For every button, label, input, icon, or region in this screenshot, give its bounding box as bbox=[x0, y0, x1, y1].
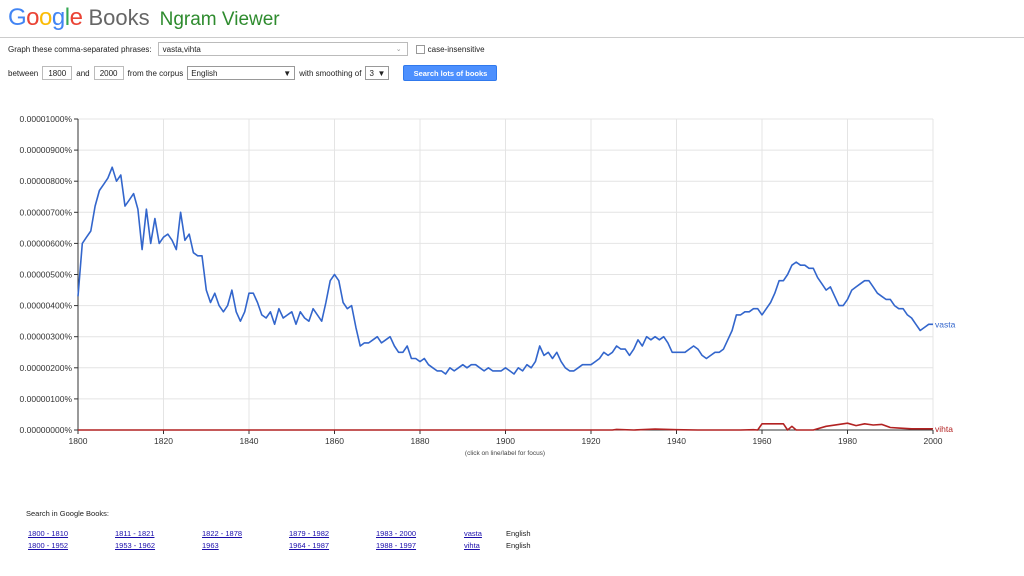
books-range-link[interactable]: 1800 - 1810 bbox=[28, 529, 69, 538]
x-tick-label: 1880 bbox=[411, 436, 430, 446]
chevron-down-icon[interactable]: ⌄ bbox=[395, 46, 402, 53]
start-year-input[interactable]: 1800 bbox=[42, 66, 73, 80]
y-tick-label: 0.00000000% bbox=[20, 425, 73, 435]
series-line-vasta[interactable] bbox=[77, 166, 933, 375]
x-tick-label: 1860 bbox=[325, 436, 344, 446]
x-tick-label: 1980 bbox=[838, 436, 857, 446]
phrase-link[interactable]: vasta bbox=[464, 529, 482, 538]
logo-letter: o bbox=[39, 4, 52, 31]
phrase-row: Graph these comma-separated phrases: vas… bbox=[8, 40, 485, 58]
books-label: Books bbox=[88, 5, 150, 30]
ngram-chart[interactable]: 1800 1820 1840 1860 1880 1900 1920 1940 1960 1980… bbox=[0, 100, 1024, 450]
smoothing-label: with smoothing of bbox=[299, 68, 362, 78]
smoothing-select[interactable]: 3 ▼ bbox=[365, 66, 390, 80]
books-range-link[interactable]: 1811 - 1821 bbox=[115, 529, 155, 538]
y-tick-label: 0.00000600% bbox=[20, 238, 73, 248]
logo-letter: e bbox=[69, 4, 83, 31]
and-label: and bbox=[76, 68, 90, 78]
search-in-books-label: Search in Google Books: bbox=[26, 509, 109, 518]
case-insensitive-label: case-insensitive bbox=[427, 44, 485, 54]
books-range-link[interactable]: 1953 - 1962 bbox=[115, 541, 156, 550]
corpus-text: English bbox=[506, 541, 531, 550]
phrases-value: vasta,vihta bbox=[162, 44, 201, 54]
between-label: between bbox=[8, 68, 39, 78]
y-tick-label: 0.00000500% bbox=[20, 270, 73, 280]
y-tick-label: 0.00000200% bbox=[20, 363, 73, 373]
x-tick-label: 1960 bbox=[753, 436, 772, 446]
x-tick-label: 1840 bbox=[240, 436, 259, 446]
header: Google Books Ngram Viewer bbox=[8, 4, 280, 36]
search-button[interactable]: Search lots of books bbox=[403, 65, 498, 81]
phrases-input[interactable]: vasta,vihta ⌄ bbox=[157, 42, 408, 56]
series-line-vihta[interactable] bbox=[78, 422, 933, 431]
series-label-vihta[interactable]: vihta bbox=[935, 424, 953, 434]
y-tick-label: 0.00000900% bbox=[20, 145, 73, 155]
y-tick-label: 0.00000100% bbox=[20, 394, 73, 404]
phrases-label: Graph these comma-separated phrases: bbox=[8, 44, 152, 54]
range-row: between 1800 and 2000 from the corpus En… bbox=[8, 64, 498, 82]
header-divider bbox=[0, 37, 1024, 38]
case-insensitive-checkbox[interactable] bbox=[415, 44, 425, 54]
logo-letter: o bbox=[26, 4, 40, 31]
y-tick-label: 0.00000700% bbox=[20, 207, 73, 217]
corpus-value: English bbox=[191, 68, 218, 78]
y-tick-label: 0.00000300% bbox=[20, 332, 73, 342]
y-tick-label: 0.00000800% bbox=[20, 176, 73, 186]
books-range-link[interactable]: 1879 - 1982 bbox=[289, 529, 330, 538]
select-arrow-icon: ▼ bbox=[377, 68, 386, 78]
books-range-link[interactable]: 1822 - 1878 bbox=[202, 529, 243, 538]
books-range-link[interactable]: 1983 - 2000 bbox=[376, 529, 417, 538]
y-tick-label: 0.00001000% bbox=[20, 114, 73, 124]
logo-letter: G bbox=[8, 4, 27, 31]
x-tick-label: 1820 bbox=[154, 436, 173, 446]
books-range-link[interactable]: 1988 - 1997 bbox=[376, 541, 417, 550]
phrase-link[interactable]: vihta bbox=[464, 541, 480, 550]
google-logo[interactable]: Google bbox=[8, 4, 83, 32]
corpus-select[interactable]: English ▼ bbox=[187, 66, 296, 80]
series-label-vasta[interactable]: vasta bbox=[935, 319, 956, 329]
logo-letter: l bbox=[64, 4, 70, 31]
x-tick-label: 1800 bbox=[69, 436, 88, 446]
x-tick-label: 1940 bbox=[667, 436, 686, 446]
corpus-label: from the corpus bbox=[127, 68, 184, 78]
select-arrow-icon: ▼ bbox=[283, 68, 292, 78]
books-range-link[interactable]: 1800 - 1952 bbox=[28, 541, 69, 550]
y-tick-label: 0.00000400% bbox=[20, 301, 73, 311]
smoothing-value: 3 bbox=[369, 68, 374, 78]
books-range-link[interactable]: 1963 bbox=[202, 541, 219, 550]
x-tick-label: 2000 bbox=[924, 436, 943, 446]
corpus-text: English bbox=[506, 529, 531, 538]
x-tick-label: 1900 bbox=[496, 436, 515, 446]
logo-letter: g bbox=[51, 4, 65, 31]
end-year-input[interactable]: 2000 bbox=[93, 66, 124, 80]
books-range-link[interactable]: 1964 - 1987 bbox=[289, 541, 330, 550]
page-title: Ngram Viewer bbox=[159, 9, 280, 30]
x-tick-label: 1920 bbox=[582, 436, 601, 446]
